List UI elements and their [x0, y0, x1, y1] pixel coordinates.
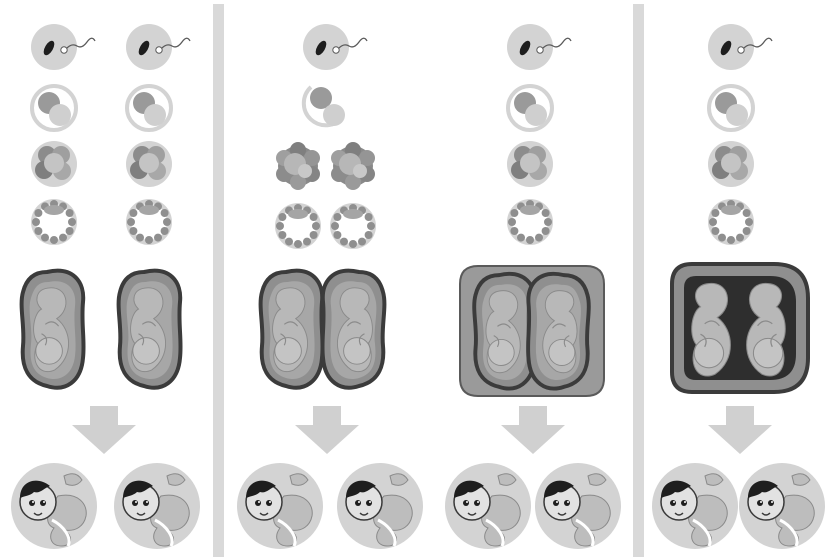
zygote-icon	[506, 84, 554, 132]
panel-3	[443, 23, 623, 551]
egg-icon	[30, 23, 96, 71]
morula-icon	[507, 141, 553, 187]
morula-icon	[708, 141, 754, 187]
baby-icon	[650, 461, 740, 551]
egg-icon	[506, 23, 572, 71]
baby-icon	[235, 461, 325, 551]
uterus-sac-icon	[22, 271, 84, 388]
panel-4	[650, 23, 827, 551]
uterus-sac-icon	[322, 271, 384, 388]
zygote-icon	[125, 84, 173, 132]
egg-icon	[125, 23, 191, 71]
blastocyst-icon	[330, 203, 376, 249]
egg-icon	[302, 23, 368, 71]
morula-icon	[126, 141, 172, 187]
baby-icon	[335, 461, 425, 551]
panel-divider-1	[213, 4, 224, 557]
down-arrow-icon	[708, 406, 772, 454]
baby-icon	[9, 461, 99, 551]
morula-icon	[276, 142, 320, 190]
panel-divider-2	[633, 4, 644, 557]
uterus-sac-icon	[261, 271, 323, 388]
panel-1	[9, 23, 202, 551]
baby-icon	[443, 461, 533, 551]
blastocyst-icon	[126, 199, 172, 245]
zygote-split-icon	[301, 85, 347, 128]
zygote-icon	[707, 84, 755, 132]
baby-icon	[112, 461, 202, 551]
egg-icon	[707, 23, 773, 71]
morula-icon	[331, 142, 375, 190]
baby-icon	[737, 461, 827, 551]
panel-2	[235, 23, 425, 551]
shared-placenta-icon	[459, 265, 605, 397]
baby-icon	[533, 461, 623, 551]
blastocyst-icon	[507, 199, 553, 245]
down-arrow-icon	[501, 406, 565, 454]
uterus-sac-icon	[119, 271, 181, 388]
shared-sac-icon	[670, 262, 810, 394]
blastocyst-icon	[31, 199, 77, 245]
morula-icon	[31, 141, 77, 187]
blastocyst-icon	[275, 203, 321, 249]
down-arrow-icon	[295, 406, 359, 454]
zygote-icon	[30, 84, 78, 132]
blastocyst-icon	[708, 199, 754, 245]
down-arrow-icon	[72, 406, 136, 454]
